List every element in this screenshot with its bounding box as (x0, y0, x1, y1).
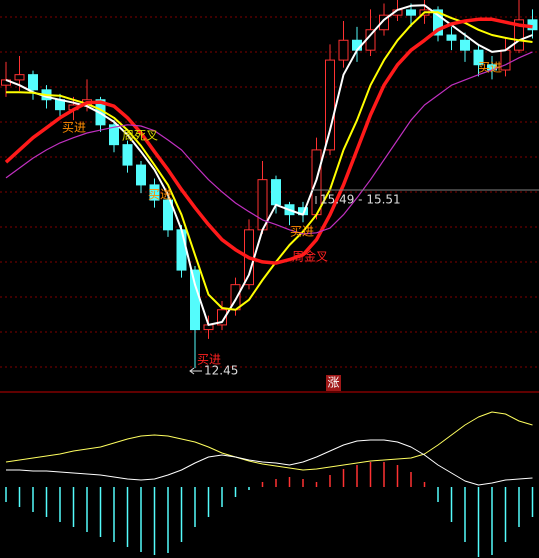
candle-body (433, 9, 443, 36)
indicator-line (6, 11, 533, 311)
annotation: 周死叉 (122, 129, 158, 143)
candle-body (473, 49, 484, 66)
annotation: 周金叉 (292, 249, 328, 264)
indicator-line (6, 439, 533, 486)
indicator-line (4, 17, 533, 265)
badge-box (326, 375, 341, 391)
candle-body (271, 179, 281, 206)
candle-body (460, 39, 470, 51)
candle-body (446, 34, 457, 41)
candle-body (217, 309, 227, 326)
annotation: 买进 (290, 225, 314, 239)
low-label: 12.45 (204, 364, 238, 378)
indicator-line (5, 411, 533, 471)
candle-body (325, 59, 335, 151)
annotation: 买进 (148, 188, 172, 202)
candle-body (14, 74, 25, 81)
arrow-head (189, 367, 195, 375)
candle-body (163, 199, 173, 231)
badge: 涨 (327, 375, 339, 390)
candle-body (122, 144, 133, 166)
range-label: 15.49 - 15.51 (320, 193, 401, 207)
candle-body (514, 19, 524, 51)
indicator-line (5, 51, 533, 235)
candle-body (406, 9, 416, 16)
candle-body (136, 164, 146, 186)
candle-body (190, 269, 200, 331)
candle-body (149, 184, 160, 201)
annotation: 买进 (62, 121, 86, 135)
candle-body (338, 39, 349, 61)
candle-body (176, 229, 187, 271)
candle-body (28, 74, 38, 91)
annotation: 买进 (478, 61, 502, 75)
annotation: 买进 (197, 353, 221, 367)
candle-body (379, 14, 389, 31)
indicator-line (5, 4, 533, 326)
candle-body (109, 124, 119, 146)
candle-body (500, 49, 511, 71)
